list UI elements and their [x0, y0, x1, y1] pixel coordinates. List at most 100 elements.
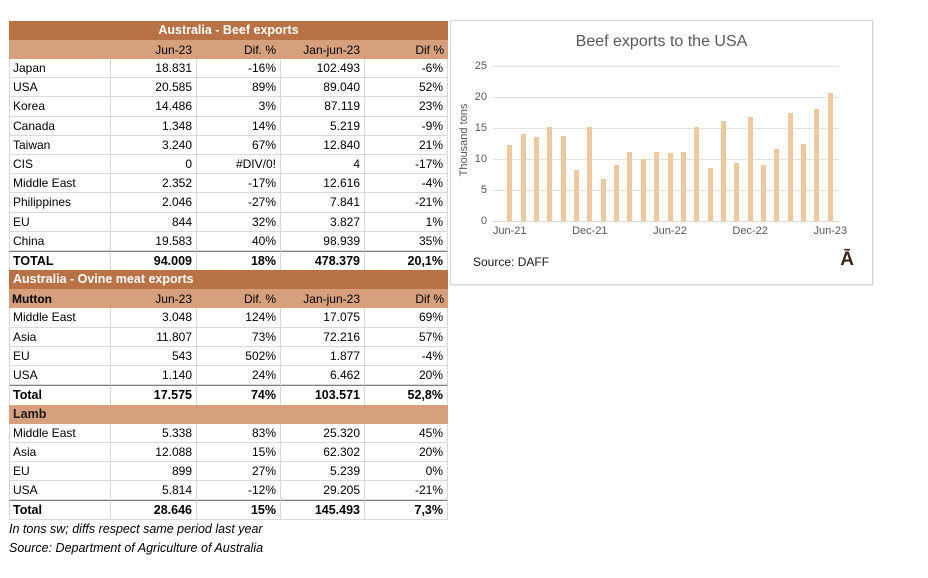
cell-value: 899	[110, 462, 196, 482]
column-header-row: Jun-23 Dif. % Jan-jun-23 Dif %	[9, 40, 448, 59]
cell-value: 67%	[196, 135, 280, 155]
row-label: Mutton	[12, 291, 52, 306]
cell-value: 29.205	[280, 481, 364, 501]
bar-Jan-23	[761, 165, 767, 221]
total-row: Total 28.646 15% 145.493 7,3%	[9, 500, 448, 520]
row-label: CIS	[9, 154, 110, 175]
cell-value: -4%	[364, 346, 448, 366]
cell-value: -17%	[196, 174, 280, 194]
table-row: CIS 0 #DIV/0! 4 -17%	[9, 154, 448, 175]
cell-value: 124%	[196, 308, 280, 328]
section-band-title: Lamb	[9, 404, 448, 424]
bar-Sep-21	[547, 126, 553, 221]
cell-value: -16%	[196, 59, 280, 79]
bar-Dec-22	[747, 116, 753, 221]
cell-value: 89%	[196, 78, 280, 98]
table-row: Middle East 5.338 83% 25.320 45%	[9, 423, 448, 443]
x-tick-label-Dec-21: Dec-21	[572, 225, 608, 237]
row-label: Taiwan	[9, 135, 110, 155]
cell-value: 57%	[364, 327, 448, 347]
x-tick-label-Jun-23: Jun-23	[813, 225, 848, 237]
cell-value: 17.075	[280, 308, 364, 328]
bar-Jul-22	[680, 152, 686, 221]
cell-value: Jun-23	[155, 42, 192, 57]
cell-value: 3%	[196, 97, 280, 117]
bar-Nov-21	[573, 170, 579, 221]
row-label: EU	[9, 462, 110, 482]
table-row: Taiwan 3.240 67% 12.840 21%	[9, 135, 448, 155]
table-row: Middle East 3.048 124% 17.075 69%	[9, 308, 448, 328]
row-label: Asia	[9, 327, 110, 347]
cell-value: 20%	[364, 442, 448, 462]
cell-value: 15%	[196, 442, 280, 462]
cell-value: 14.486	[110, 97, 196, 117]
bar-Jan-22	[600, 179, 606, 221]
cell-value: 52,8%	[364, 385, 448, 405]
cell-value: Jan-jun-23	[303, 42, 360, 57]
cell-value: -27%	[196, 193, 280, 213]
cell-value: 40%	[196, 231, 280, 251]
cell-value: Dif. %	[243, 291, 276, 306]
cell-value: 11.807	[110, 327, 196, 347]
table-row: Asia 12.088 15% 62.302 20%	[9, 442, 448, 462]
cell-value: -6%	[364, 59, 448, 79]
cell-value: 87.119	[280, 97, 364, 117]
section-band-title: Australia - Beef exports	[9, 21, 448, 40]
gridline-5	[493, 190, 839, 191]
cell-value: 5.239	[280, 462, 364, 482]
table-row: Asia 11.807 73% 72.216 57%	[9, 327, 448, 347]
row-label: Middle East	[9, 174, 110, 194]
bar-Oct-21	[560, 136, 566, 221]
cell-value: 543	[110, 346, 196, 366]
bar-Apr-22	[640, 159, 646, 221]
bar-Sep-22	[707, 168, 713, 221]
table-row: USA 5.814 -12% 29.205 -21%	[9, 481, 448, 501]
cell-value: Dif %	[415, 291, 444, 306]
row-label: China	[9, 231, 110, 251]
row-label: Asia	[9, 442, 110, 462]
table-row: Middle East 2.352 -17% 12.616 -4%	[9, 174, 448, 194]
cell-value: 103.571	[280, 385, 364, 405]
cell-value: 27%	[196, 462, 280, 482]
table-row: EU 899 27% 5.239 0%	[9, 462, 448, 482]
cell-value: 19.583	[110, 231, 196, 251]
cell-value: 12.840	[280, 135, 364, 155]
table-row: China 19.583 40% 98.939 35%	[9, 231, 448, 251]
cell-value: 844	[110, 212, 196, 232]
cell-value: 20,1%	[364, 250, 448, 271]
table-row: Korea 14.486 3% 87.119 23%	[9, 97, 448, 117]
bar-Aug-22	[694, 127, 700, 221]
row-label: Philippines	[9, 193, 110, 213]
row-label: Middle East	[9, 308, 110, 328]
gridline-0	[493, 221, 839, 222]
table-row: EU 543 502% 1.877 -4%	[9, 346, 448, 366]
cell-value: 6.462	[280, 365, 364, 386]
cell-value: 14%	[196, 116, 280, 136]
x-tick-label-Dec-22: Dec-22	[732, 225, 768, 237]
cell-value: 62.302	[280, 442, 364, 462]
cell-value: 25.320	[280, 423, 364, 443]
y-tick-label-5: 5	[480, 184, 487, 196]
chart-source-note: Source: DAFF	[473, 255, 550, 269]
cell-value: 74%	[196, 385, 280, 405]
y-tick-label-25: 25	[474, 60, 487, 72]
cell-value: Dif %	[415, 42, 444, 57]
row-label: Korea	[9, 97, 110, 117]
cell-value: 145.493	[280, 500, 364, 520]
cell-value: 20.585	[110, 78, 196, 98]
cell-value: 32%	[196, 212, 280, 232]
bar-Nov-22	[734, 163, 740, 221]
footnote-line-2: Source: Department of Agriculture of Aus…	[9, 540, 264, 555]
x-tick-label-Jun-21: Jun-21	[492, 225, 527, 237]
bar-Feb-23	[774, 149, 780, 221]
bar-Oct-22	[720, 121, 726, 221]
cell-value: 17.575	[110, 385, 196, 405]
cell-value: 102.493	[280, 59, 364, 79]
row-label: Japan	[9, 59, 110, 79]
cell-value: 5.338	[110, 423, 196, 443]
cell-value: 73%	[196, 327, 280, 347]
cell-value: 72.216	[280, 327, 364, 347]
cell-value: 45%	[364, 423, 448, 443]
bar-Jul-21	[520, 134, 526, 221]
cell-value: 21%	[364, 135, 448, 155]
